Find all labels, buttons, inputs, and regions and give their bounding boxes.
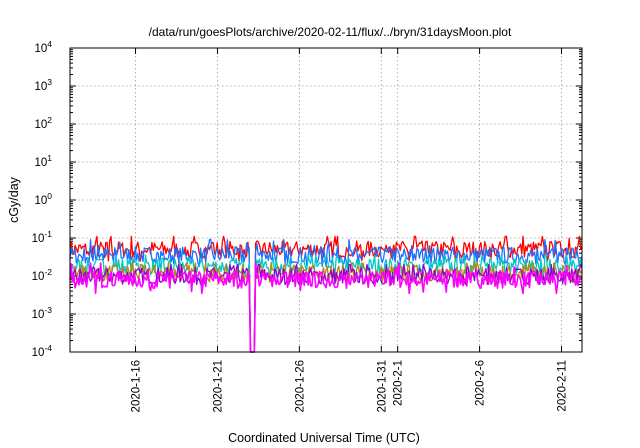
y-tick-label: 10-4 [32, 343, 53, 359]
y-axis-label: cGy/day [7, 176, 21, 223]
series-line [69, 239, 583, 353]
y-tick-label: 10-2 [32, 267, 53, 283]
y-tick-label: 103 [34, 77, 52, 93]
series-line [69, 235, 583, 353]
y-tick-label: 10-3 [32, 305, 53, 321]
x-tick-label: 2020-1-31 [376, 360, 388, 412]
chart-title: /data/run/goesPlots/archive/2020-02-11/f… [149, 25, 512, 39]
series-layer [69, 235, 583, 353]
series-line [69, 262, 583, 353]
x-axis-label: Coordinated Universal Time (UTC) [228, 431, 420, 445]
grid-layer [70, 47, 582, 353]
y-tick-label: 101 [34, 153, 52, 169]
y-tick-label: 102 [34, 115, 52, 131]
x-tick-label: 2020-2-1 [393, 360, 405, 406]
y-tick-labels: 10-4 10-3 10-2 10-1 100 101 102 103 104 [32, 39, 53, 359]
y-tick-label: 100 [34, 191, 52, 207]
x-tick-labels: 2020-1-16 2020-1-21 2020-1-26 2020-1-31 2020… [131, 360, 569, 412]
x-tick-label: 2020-1-21 [212, 360, 224, 412]
x-tick-label: 2020-1-16 [131, 360, 143, 412]
y-tick-label: 10-1 [32, 229, 53, 245]
x-tick-label: 2020-2-11 [557, 360, 569, 412]
y-tick-label: 104 [34, 39, 52, 55]
plot-area-frame [69, 47, 583, 353]
series-line [69, 254, 583, 353]
x-tick-label: 2020-1-26 [294, 360, 306, 412]
x-tick-label: 2020-2-6 [475, 360, 487, 406]
